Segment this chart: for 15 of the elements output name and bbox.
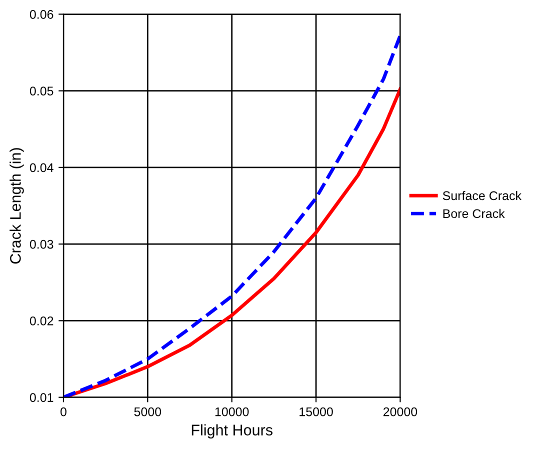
x-axis-title: Flight Hours [192, 424, 272, 438]
x-tick-label: 15000 [300, 407, 333, 416]
y-tick-label: 0.02 [30, 316, 54, 326]
y-tick-label: 0.05 [30, 86, 54, 96]
y-tick-label: 0.04 [30, 163, 54, 172]
x-tick-label: 0 [60, 407, 66, 416]
y-tick-label: 0.01 [30, 393, 54, 402]
x-tick-label: 20000 [383, 407, 418, 416]
x-tick-label: 10000 [215, 407, 249, 416]
y-tick-label: 0.06 [30, 10, 54, 19]
y-tick-label: 0.03 [30, 240, 54, 249]
legend-label: Surface Crack [442, 190, 522, 200]
legend-label: Bore Crack [443, 208, 505, 218]
x-tick-label: 5000 [134, 407, 162, 416]
y-axis-title: Crack Length (in) [10, 148, 24, 264]
